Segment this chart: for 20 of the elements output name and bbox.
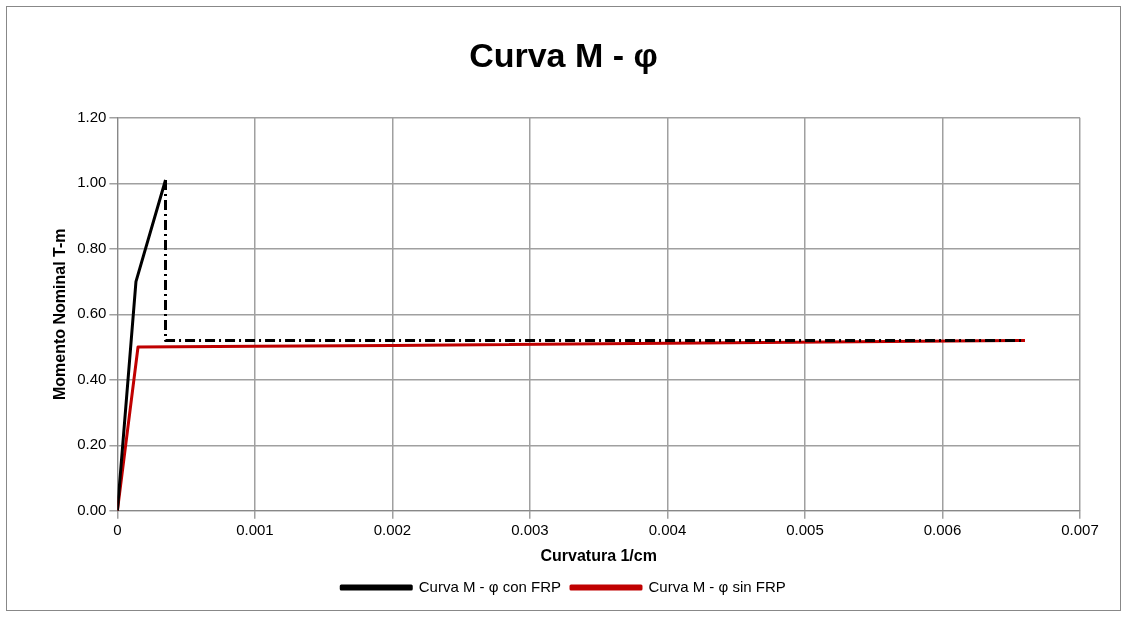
x-tick-label: 0.007 [1061,520,1099,538]
y-tick-label: 0.60 [77,304,107,322]
x-tick-label: 0.002 [373,520,412,538]
chart-title: Curva M - φ [469,35,658,74]
x-tick-label: 0.001 [236,520,274,538]
legend-label: Curva M - φ con FRP [418,577,562,595]
y-tick-label: 0.80 [77,238,107,256]
y-tick-label: 0.40 [77,369,107,387]
legend-label: Curva M - φ sin FRP [648,577,786,595]
x-tick-label: 0.004 [648,520,687,538]
x-tick-label: 0 [113,520,122,538]
x-tick-label: 0.005 [786,520,824,538]
x-tick-label: 0.006 [923,520,962,538]
y-axis-title: Momento Nominal T-m [51,228,69,401]
y-tick-label: 1.00 [77,173,107,191]
y-tick-label: 0.20 [77,435,107,453]
y-tick-label: 0.00 [77,500,107,518]
x-axis-title: Curvatura 1/cm [540,546,657,564]
y-tick-label: 1.20 [77,107,107,125]
x-tick-label: 0.003 [511,520,549,538]
